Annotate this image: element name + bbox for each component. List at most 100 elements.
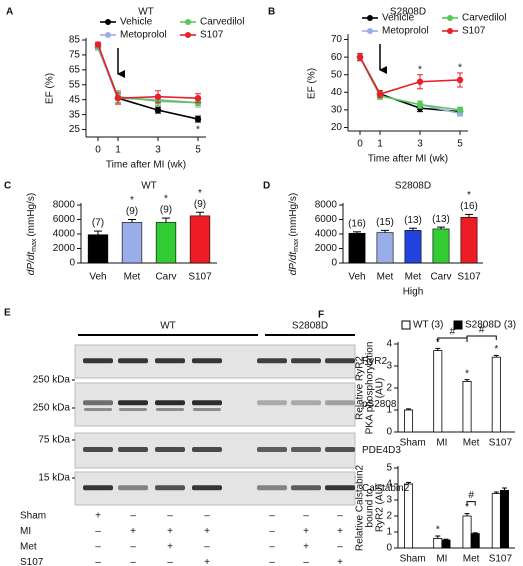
y-tick-label: 75: [69, 50, 81, 61]
significance-star: *: [198, 188, 202, 199]
x-tick-label: S107: [457, 272, 481, 283]
y-tick-label: 2000: [315, 243, 338, 254]
blot-band: [83, 485, 113, 491]
blot-band: [83, 400, 113, 406]
legend-swatch: [105, 19, 111, 25]
significance-bracket: [437, 337, 468, 342]
x-axis-label: Time after MI (wk): [106, 160, 186, 171]
y-axis-label: Relative Calstabin2: [355, 464, 366, 551]
y-tick-label: 45: [69, 94, 81, 105]
y-axis-label: RyR2 (AU): [375, 484, 386, 532]
condition-sign: –: [303, 557, 309, 566]
y-tick-label: 0: [69, 258, 75, 269]
y-tick-label: 1: [386, 405, 392, 416]
significance-mark: #: [450, 327, 456, 338]
n-label: (9): [126, 206, 138, 217]
point: [94, 41, 102, 48]
condition-sign: –: [269, 511, 275, 522]
x-tick-label: MI: [436, 554, 447, 565]
marker-label: 250 kDa: [33, 403, 71, 414]
bar: [462, 515, 472, 549]
point: [456, 106, 464, 114]
blot-band: [155, 485, 185, 491]
condition-sign: –: [167, 557, 173, 566]
legend-label: WT (3): [413, 320, 443, 331]
bar: [376, 232, 394, 264]
bar: [499, 489, 509, 549]
blot-band: [291, 400, 321, 406]
significance-star: *: [436, 337, 440, 348]
y-axis-label-main: dP/dt: [26, 251, 37, 276]
point: [194, 115, 202, 123]
y-axis-label: PKA phosphorylation: [365, 342, 376, 435]
significance-star: *: [458, 63, 462, 74]
panel-letter: A: [6, 7, 13, 18]
legend-label: Metoprolol: [382, 26, 429, 37]
condition-sign: –: [130, 557, 136, 566]
y-tick-label: 4: [386, 339, 392, 350]
condition-sign: +: [337, 526, 343, 537]
bar: [432, 228, 450, 264]
blot-band: [118, 485, 148, 491]
blot-band: [257, 400, 287, 406]
significance-bracket: [466, 335, 497, 340]
significance-mark: #: [468, 490, 474, 501]
x-tick-label: 1: [377, 139, 383, 150]
condition-label: MI: [20, 526, 31, 537]
y-tick-label: 30: [331, 105, 343, 116]
condition-sign: +: [204, 526, 210, 537]
y-tick-label: 35: [69, 109, 81, 120]
x-tick-sublabel: High: [403, 287, 424, 298]
series-line: [97, 45, 199, 104]
condition-sign: –: [269, 526, 275, 537]
chart-title: WT: [138, 7, 154, 18]
condition-label: Sham: [20, 511, 46, 522]
y-tick-label: 6000: [53, 214, 76, 225]
point: [194, 95, 202, 102]
bar: [404, 230, 422, 264]
y-axis-label: (AU): [375, 378, 386, 399]
significance-bracket: [466, 501, 476, 506]
condition-sign: –: [204, 542, 210, 553]
condition-sign: –: [95, 542, 101, 553]
legend-swatch: [185, 19, 191, 25]
y-tick-label: 0: [386, 543, 392, 554]
condition-sign: –: [130, 542, 136, 553]
significance-star: *: [465, 368, 469, 379]
bar: [404, 409, 414, 433]
blot-band: [291, 447, 321, 452]
n-label: (13): [404, 215, 422, 226]
condition-sign: –: [303, 511, 309, 522]
row-label: pS2808: [362, 399, 397, 410]
y-tick-label: 1: [386, 527, 392, 538]
legend-swatch: [367, 28, 373, 34]
x-tick-label: S107: [489, 554, 513, 565]
condition-sign: –: [204, 511, 210, 522]
y-tick-label: 20: [331, 122, 343, 133]
blot-band: [291, 485, 321, 491]
y-axis-label: EF (%): [307, 68, 318, 99]
condition-sign: –: [130, 511, 136, 522]
group-label: WT: [160, 321, 176, 332]
significance-star: *: [465, 502, 469, 513]
x-tick-label: Met: [463, 438, 480, 449]
condition-label: S107: [20, 557, 44, 566]
chart-title: S2808D: [390, 7, 426, 18]
blot-band: [291, 358, 321, 364]
bar: [121, 222, 143, 264]
y-tick-label: 5: [386, 463, 392, 474]
chart-title: S2808D: [395, 181, 431, 192]
n-label: (13): [432, 214, 450, 225]
point: [114, 95, 122, 102]
series-line: [97, 44, 199, 100]
blot-band: [155, 400, 185, 406]
point: [376, 90, 384, 98]
y-tick-label: 0: [386, 427, 392, 438]
y-tick-label: 6000: [315, 214, 338, 225]
n-label: (7): [92, 218, 104, 229]
bar: [189, 215, 211, 264]
significance-star: *: [436, 525, 440, 536]
bar: [441, 539, 451, 549]
y-axis-label-main: dP/dt: [288, 251, 299, 276]
